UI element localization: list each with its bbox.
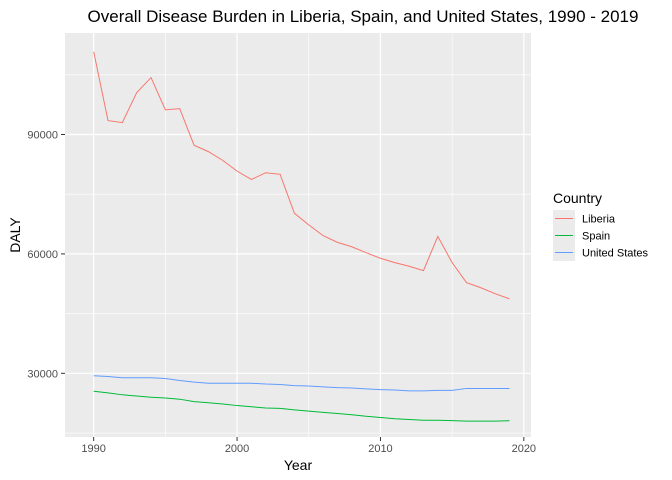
- y-axis: 30000 60000 90000: [27, 129, 65, 380]
- series-line-spain: [93, 390, 510, 422]
- series-lines: [93, 51, 510, 422]
- y-axis-title: DALY: [7, 217, 23, 253]
- y-tick-label: 60000: [27, 249, 58, 261]
- x-tick-label: 2010: [368, 443, 392, 455]
- legend-label-liberia: Liberia: [582, 214, 616, 226]
- legend-label-spain: Spain: [582, 231, 610, 243]
- x-axis: 1990 2000 2010 2020: [81, 437, 536, 455]
- x-axis-title: Year: [284, 457, 313, 473]
- legend-title: Country: [553, 190, 602, 206]
- series-line-united-states: [93, 375, 510, 392]
- x-tick-label: 1990: [81, 443, 105, 455]
- series-line-liberia: [93, 51, 510, 300]
- y-tick-label: 90000: [27, 129, 58, 141]
- plot-panel: [65, 33, 531, 437]
- major-gridlines: [65, 33, 531, 437]
- legend-label-united-states: United States: [582, 248, 649, 260]
- minor-gridlines: [65, 33, 531, 437]
- x-tick-label: 2020: [512, 443, 536, 455]
- chart-title: Overall Disease Burden in Liberia, Spain…: [88, 7, 639, 26]
- x-tick-label: 2000: [225, 443, 249, 455]
- legend: Country Liberia Spain United States: [553, 190, 649, 261]
- y-tick-label: 30000: [27, 368, 58, 380]
